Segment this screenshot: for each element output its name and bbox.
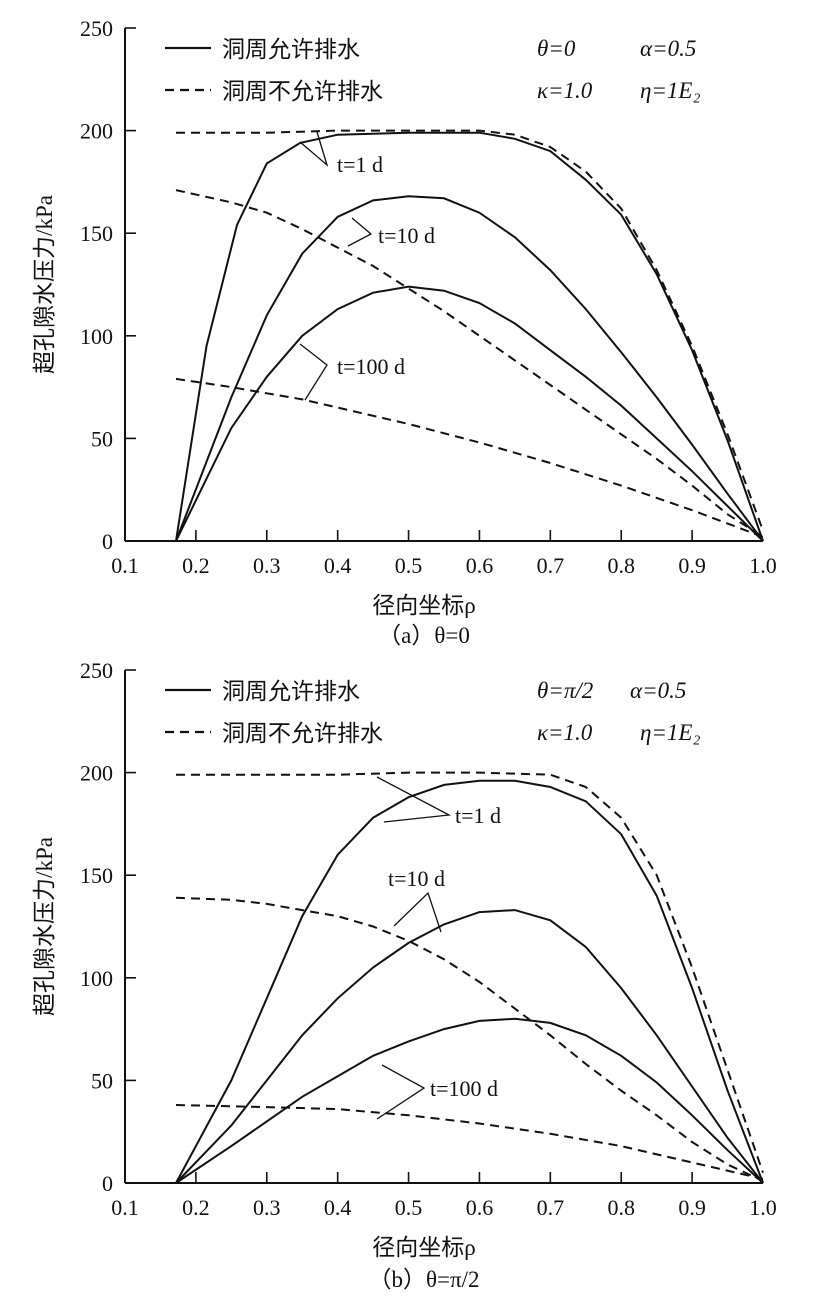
x-tick-label: 0.6 <box>466 553 494 578</box>
x-tick-label: 0.4 <box>324 553 352 578</box>
y-tick-label: 50 <box>91 1068 113 1093</box>
y-tick-label: 200 <box>80 761 113 786</box>
annotation-leader <box>347 217 373 247</box>
annotation-label: t=1 d <box>337 152 383 177</box>
series-line-solid-10d <box>175 909 764 1184</box>
x-tick-label: 0.4 <box>324 1195 352 1220</box>
series-line-solid-1d <box>175 131 764 542</box>
legend-label: 洞周允许排水 <box>222 37 360 62</box>
annotation-label: t=10 d <box>378 223 435 248</box>
x-tick-label: 0.2 <box>182 553 210 578</box>
annotation-label: t=1 d <box>455 803 501 828</box>
x-tick-label: 0.8 <box>607 553 635 578</box>
x-axis-label: 径向坐标ρ <box>372 1235 475 1260</box>
series-line-solid-1d <box>175 779 764 1184</box>
series-line-dashed-10d <box>175 896 764 1182</box>
x-tick-label: 0.3 <box>253 553 281 578</box>
parameter-label: η=1E₂ <box>640 78 700 103</box>
legend-label: 洞周不允许排水 <box>222 721 383 746</box>
x-tick-label: 0.5 <box>395 1195 423 1220</box>
series-line-solid-100d <box>175 285 764 542</box>
y-tick-label: 150 <box>80 221 113 246</box>
series-line-dashed-1d <box>176 129 764 532</box>
legend-label: 洞周允许排水 <box>222 679 360 704</box>
annotation-label: t=10 d <box>388 866 445 891</box>
y-tick-label: 200 <box>80 119 113 144</box>
y-tick-label: 250 <box>80 658 113 683</box>
annotation-leader <box>299 343 328 401</box>
parameter-label: θ=π/2 <box>537 678 593 703</box>
x-tick-label: 0.7 <box>537 1195 565 1220</box>
annotation-leader <box>393 891 442 933</box>
panel-caption: （a）θ=0 <box>378 623 470 648</box>
chart-panel-a: 0 50 100 150 200 250 0.1 0.2 0.3 0.4 0.5 0.6 0.7 0.8 0… <box>32 16 777 648</box>
annotation-leader <box>376 776 452 823</box>
y-tick-label: 0 <box>102 529 113 554</box>
x-tick-label: 0.6 <box>466 1195 494 1220</box>
parameter-label: κ=1.0 <box>537 720 593 745</box>
y-tick-label: 100 <box>80 966 113 991</box>
y-axis-label: 超孔隙水压力/kPa <box>32 195 57 374</box>
series-line-solid-10d <box>175 195 764 542</box>
x-tick-label: 0.9 <box>678 1195 706 1220</box>
chart-panel-b: 0 50 100 150 200 250 0.1 0.2 0.3 0.4 0.5 0.6 0.7 0.8 0… <box>32 658 777 1292</box>
parameter-label: κ=1.0 <box>537 78 593 103</box>
parameter-label: α=0.5 <box>630 678 686 703</box>
x-tick-label: 0.5 <box>395 553 423 578</box>
x-tick-label: 0.1 <box>111 553 139 578</box>
annotation-leader <box>299 131 329 167</box>
x-tick-label: 0.7 <box>537 553 565 578</box>
series-line-dashed-10d <box>175 189 764 538</box>
annotation-label: t=100 d <box>337 354 405 379</box>
y-tick-label: 50 <box>91 426 113 451</box>
series-line-dashed-100d <box>175 1104 764 1180</box>
series-line-dashed-1d <box>176 771 764 1174</box>
y-tick-label: 150 <box>80 863 113 888</box>
legend-label: 洞周不允许排水 <box>222 79 383 104</box>
x-tick-label: 0.9 <box>678 553 706 578</box>
x-tick-label: 0.1 <box>111 1195 139 1220</box>
series-line-dashed-100d <box>175 377 764 538</box>
y-tick-label: 0 <box>102 1171 113 1196</box>
x-tick-label: 0.2 <box>182 1195 210 1220</box>
x-axis-label: 径向坐标ρ <box>372 593 475 618</box>
parameter-label: θ=0 <box>537 36 576 61</box>
y-tick-label: 250 <box>80 16 113 41</box>
y-axis-label: 超孔隙水压力/kPa <box>32 837 57 1016</box>
x-tick-label: 1.0 <box>749 553 777 578</box>
parameter-label: α=0.5 <box>640 36 696 61</box>
annotation-leader <box>376 1064 426 1120</box>
y-tick-label: 100 <box>80 324 113 349</box>
annotation-label: t=100 d <box>430 1076 498 1101</box>
series-line-solid-100d <box>175 1017 764 1184</box>
parameter-label: η=1E₂ <box>640 720 700 745</box>
x-tick-label: 0.8 <box>607 1195 635 1220</box>
panel-caption: （b）θ=π/2 <box>369 1267 480 1292</box>
x-tick-label: 1.0 <box>749 1195 777 1220</box>
x-tick-label: 0.3 <box>253 1195 281 1220</box>
